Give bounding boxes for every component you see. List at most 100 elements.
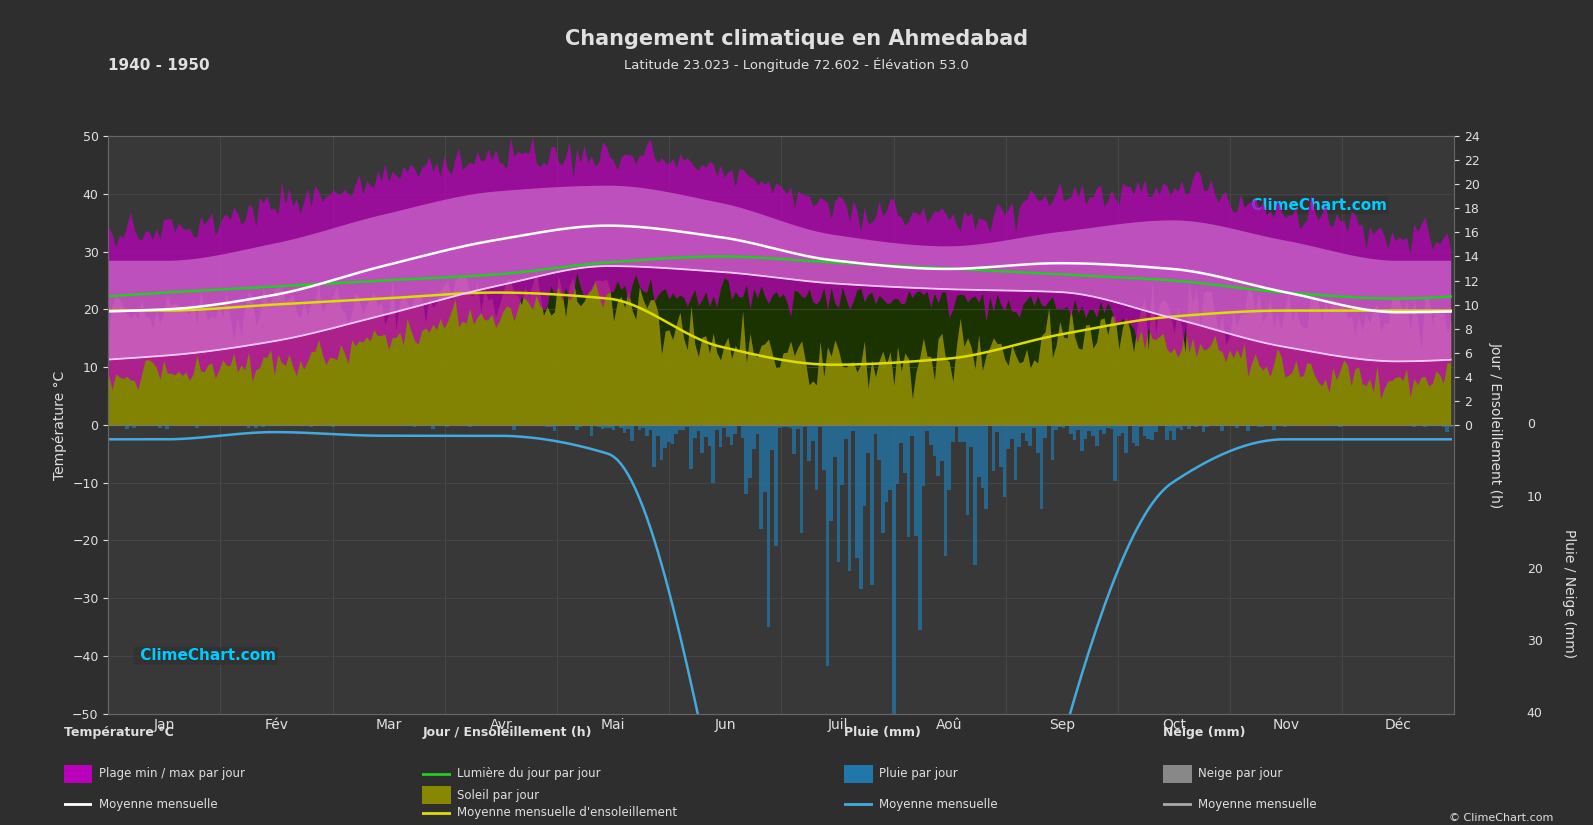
Bar — [929, 425, 932, 446]
Bar — [261, 425, 264, 427]
Bar — [615, 425, 620, 426]
Bar — [376, 425, 379, 426]
Bar — [811, 425, 814, 441]
Bar — [870, 425, 873, 585]
Bar — [572, 425, 575, 426]
Bar — [1142, 425, 1147, 436]
Bar — [991, 425, 996, 471]
Bar — [663, 425, 667, 449]
Bar — [1282, 425, 1287, 427]
Bar — [1153, 425, 1158, 431]
Bar — [760, 425, 763, 530]
Bar — [1013, 425, 1018, 480]
Bar — [491, 425, 494, 427]
Bar — [564, 425, 567, 426]
Bar — [1102, 425, 1106, 434]
Bar — [1002, 425, 1007, 497]
Bar — [1357, 425, 1360, 426]
Bar — [1055, 425, 1058, 430]
Bar — [792, 425, 796, 454]
Bar — [881, 425, 884, 533]
Bar — [177, 425, 180, 426]
Text: Pluie / Neige (mm): Pluie / Neige (mm) — [1563, 530, 1575, 658]
Text: Pluie par jour: Pluie par jour — [879, 767, 957, 780]
Text: Soleil par jour: Soleil par jour — [457, 789, 540, 802]
Text: 0: 0 — [1526, 418, 1534, 431]
Bar — [1180, 425, 1184, 431]
Bar — [999, 425, 1002, 467]
Bar — [589, 425, 593, 436]
Bar — [1394, 425, 1397, 427]
Bar — [704, 425, 707, 437]
Bar — [306, 425, 309, 427]
Bar — [438, 425, 443, 427]
Bar — [631, 425, 634, 441]
Bar — [523, 425, 527, 427]
Bar — [132, 425, 135, 428]
Text: Neige (mm): Neige (mm) — [1163, 726, 1246, 739]
Bar — [393, 425, 398, 427]
Bar — [1257, 425, 1260, 427]
Y-axis label: Jour / Ensoleillement (h): Jour / Ensoleillement (h) — [1488, 342, 1502, 508]
Bar — [841, 425, 844, 485]
Text: Moyenne mensuelle: Moyenne mensuelle — [879, 798, 997, 811]
Bar — [581, 425, 586, 426]
Bar — [914, 425, 918, 535]
Bar — [796, 425, 800, 429]
Bar — [365, 425, 368, 426]
Bar — [918, 425, 921, 630]
Bar — [690, 425, 693, 469]
Bar — [1106, 425, 1110, 427]
Bar — [1172, 425, 1176, 440]
Bar — [642, 425, 645, 428]
Bar — [1136, 425, 1139, 446]
Bar — [1206, 425, 1209, 427]
Text: Jour / Ensoleillement (h): Jour / Ensoleillement (h) — [422, 726, 591, 739]
Bar — [679, 425, 682, 431]
Bar — [513, 425, 516, 430]
Bar — [317, 425, 320, 426]
Bar — [1338, 425, 1341, 427]
Bar — [932, 425, 937, 455]
Bar — [1120, 425, 1125, 433]
Bar — [884, 425, 889, 502]
Bar — [774, 425, 777, 545]
Bar — [151, 425, 155, 426]
Bar — [814, 425, 819, 490]
Bar — [862, 425, 867, 506]
Bar — [464, 425, 468, 426]
Bar — [1083, 425, 1088, 439]
Text: Température °C: Température °C — [64, 726, 174, 739]
Bar — [1072, 425, 1077, 441]
Bar — [645, 425, 648, 436]
Bar — [730, 425, 733, 445]
Bar — [626, 425, 631, 429]
Bar — [405, 425, 409, 426]
Bar — [505, 425, 508, 426]
Bar — [620, 425, 623, 428]
Bar — [1088, 425, 1091, 431]
Bar — [1372, 425, 1375, 426]
Bar — [575, 425, 578, 430]
Bar — [1383, 425, 1386, 426]
Bar — [696, 425, 701, 431]
Bar — [586, 425, 589, 427]
Bar — [609, 425, 612, 428]
Bar — [1427, 425, 1431, 426]
Text: 1940 - 1950: 1940 - 1950 — [108, 58, 210, 73]
Bar — [660, 425, 663, 460]
Bar — [1058, 425, 1061, 427]
Bar — [726, 425, 730, 437]
Bar — [1187, 425, 1190, 429]
Bar — [830, 425, 833, 521]
Bar — [519, 425, 523, 427]
Bar — [228, 425, 233, 427]
Bar — [755, 425, 760, 435]
Bar — [741, 425, 744, 437]
Text: Changement climatique en Ahmedabad: Changement climatique en Ahmedabad — [566, 29, 1027, 49]
Bar — [542, 425, 545, 426]
Bar — [1117, 425, 1120, 436]
Bar — [921, 425, 926, 486]
Bar — [803, 425, 808, 427]
Bar — [221, 425, 225, 426]
